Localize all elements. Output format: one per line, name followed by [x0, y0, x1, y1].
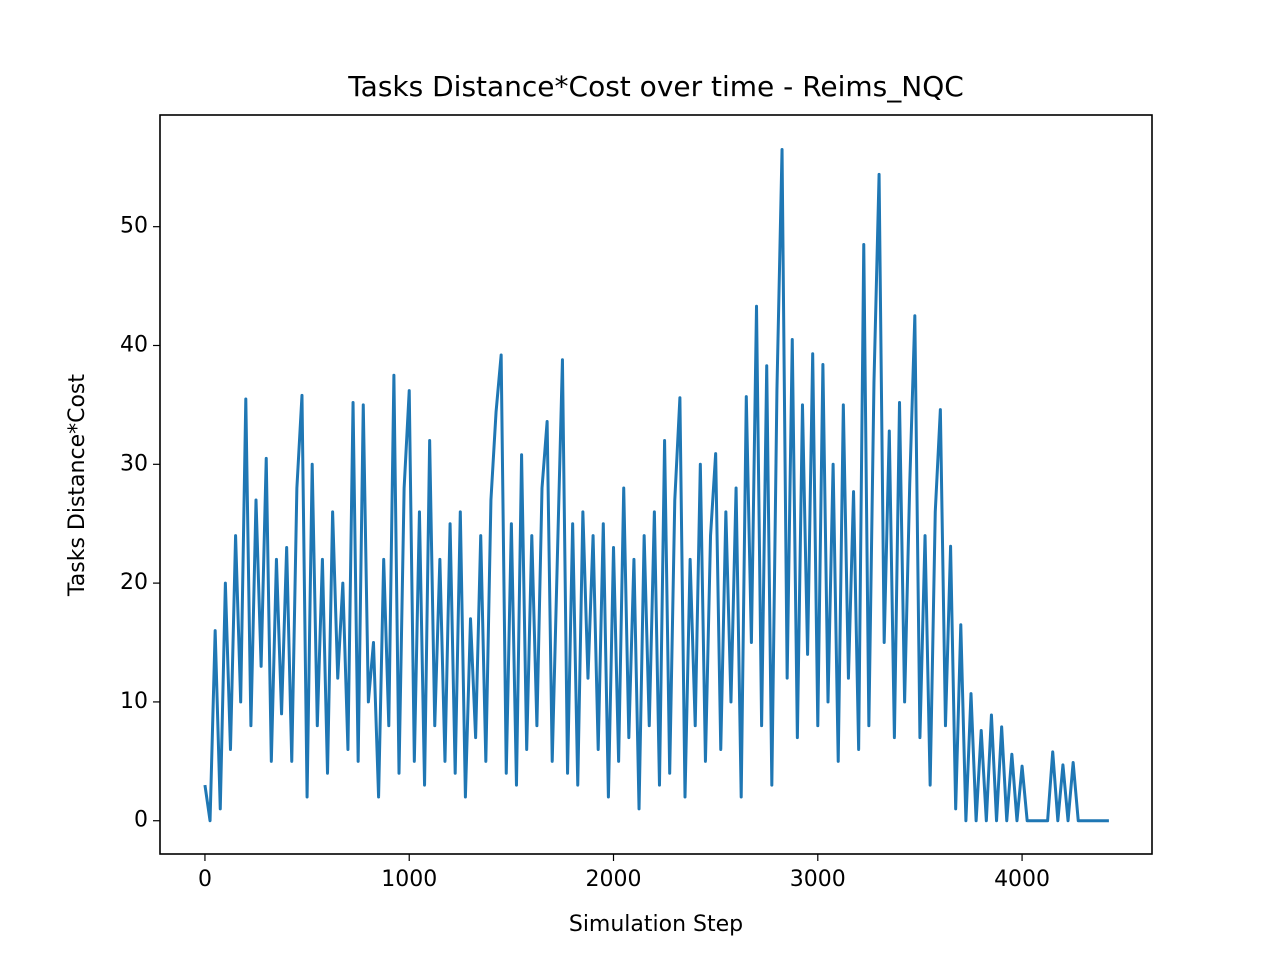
x-tick-label: 2000 [586, 867, 642, 892]
y-tick-label: 20 [120, 570, 148, 595]
x-tick-label: 3000 [790, 867, 846, 892]
plot-frame [159, 114, 1153, 855]
y-tick-label: 40 [120, 332, 148, 357]
x-axis-label: Simulation Step [569, 912, 743, 937]
chart-title: Tasks Distance*Cost over time - Reims_NQ… [347, 70, 964, 103]
data-line [203, 147, 1109, 823]
x-tick-label: 4000 [994, 867, 1050, 892]
y-tick-label: 10 [120, 689, 148, 714]
y-tick-label: 50 [120, 214, 148, 239]
y-tick-label: 30 [120, 451, 148, 476]
x-tick-label: 1000 [381, 867, 437, 892]
y-axis-label: Tasks Distance*Cost [65, 374, 90, 597]
y-tick-label: 0 [134, 808, 148, 833]
x-tick-label: 0 [198, 867, 212, 892]
